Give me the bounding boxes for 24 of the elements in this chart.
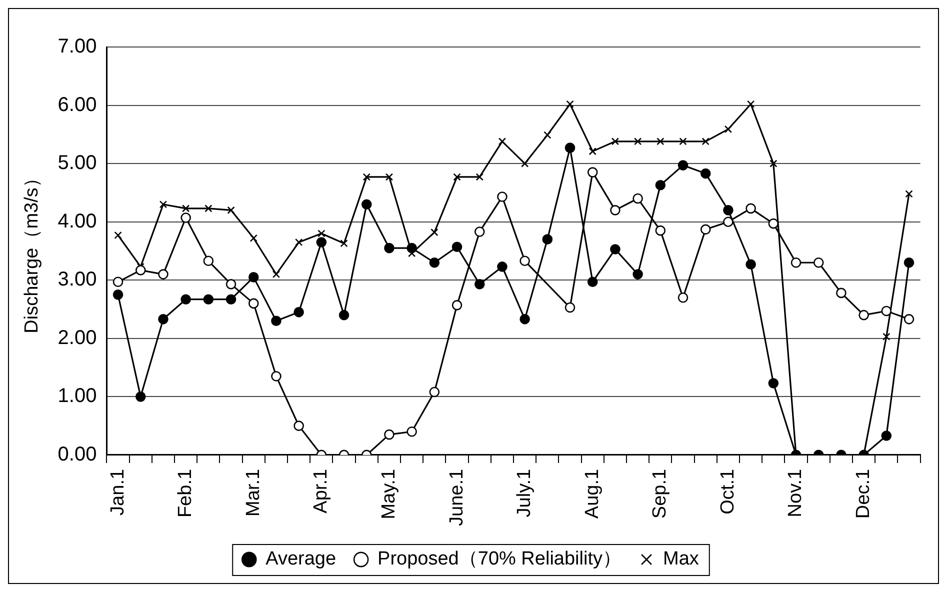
x-tick-label: June.1 (446, 468, 468, 526)
y-tick-label: 6.00 (58, 94, 97, 116)
y-tick-label: 2.00 (58, 326, 97, 349)
y-tick-label: 0.00 (58, 443, 97, 466)
x-tick-label: Oct.1 (717, 468, 738, 514)
x-tick-label: Mar.1 (242, 468, 264, 516)
x-tick-label: Apr.1 (310, 468, 332, 514)
y-tick-label: 3.00 (58, 268, 97, 291)
x-tick-label: Sep.1 (650, 468, 671, 519)
legend-label: Average (266, 548, 336, 570)
y-tick-label: 7.00 (58, 36, 97, 58)
x-tick-label: Jan.1 (107, 468, 128, 516)
y-axis-title: Discharge（m3/s） (22, 168, 43, 334)
y-tick-label: 5.00 (58, 152, 97, 174)
y-tick-label: 1.00 (58, 385, 97, 408)
legend-label: Max (662, 548, 700, 570)
y-tick-label: 4.00 (58, 210, 97, 232)
x-tick-label: July.1 (514, 468, 536, 518)
x-tick-label: Feb.1 (175, 468, 196, 518)
x-tick-label: May.1 (378, 468, 400, 520)
x-tick-label: Aug.1 (582, 468, 603, 519)
legend-label: Proposed（70% Reliability） (378, 548, 622, 570)
x-tick-label: Nov.1 (785, 468, 806, 518)
x-tick-label: Dec.1 (853, 468, 874, 519)
